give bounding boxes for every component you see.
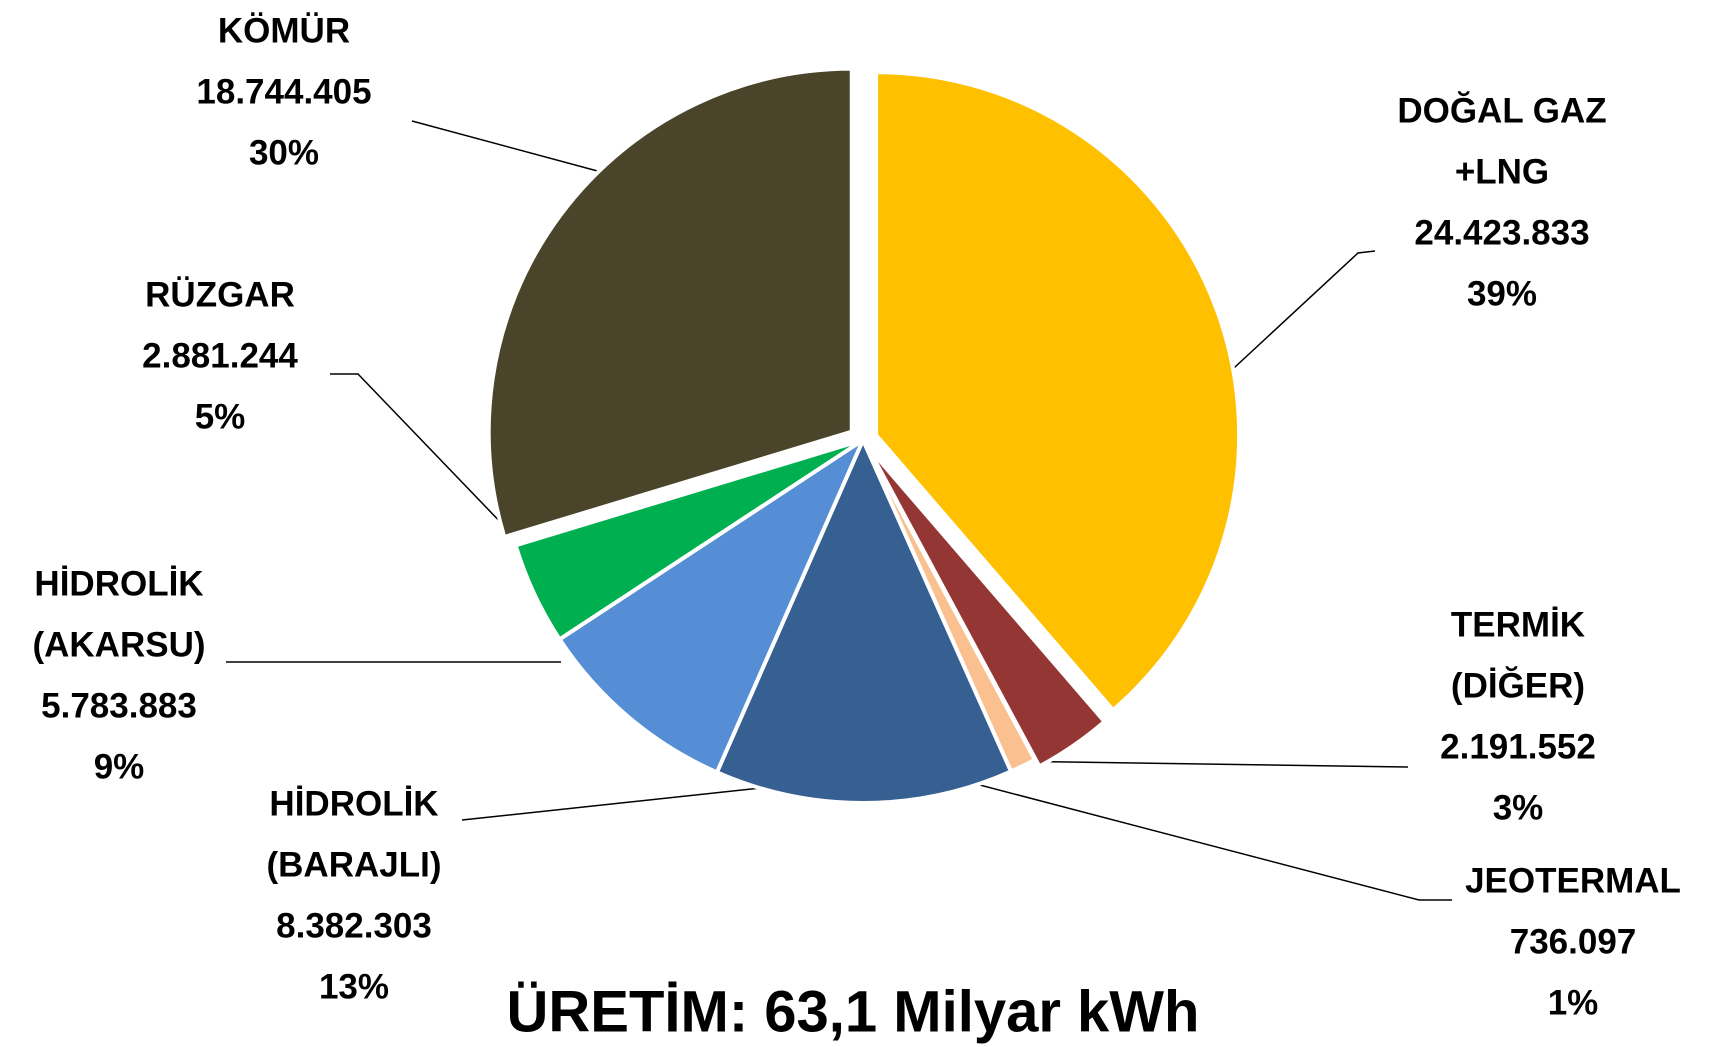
category-label: (BARAJLI) [267, 845, 442, 884]
category-label: (AKARSU) [32, 625, 205, 664]
pie-slice [486, 66, 854, 540]
value-label: 8.382.303 [276, 906, 432, 945]
percent-label: 13% [319, 967, 389, 1006]
category-label: HİDROLİK [34, 564, 203, 603]
leader-line [411, 120, 617, 177]
leader-line [994, 760, 1409, 768]
percent-label: 9% [94, 747, 145, 786]
pie-slice [865, 445, 1108, 770]
value-label: 2.881.244 [142, 336, 298, 375]
percent-label: 5% [195, 397, 246, 436]
labels: DOĞAL GAZ +LNG 24.423.833 39% TERMİK (DİĞER) 2… [32, 11, 1680, 1022]
leader-line [956, 778, 1452, 901]
value-label: 18.744.405 [196, 72, 371, 111]
category-label: RÜZGAR [145, 275, 295, 314]
percent-label: 3% [1493, 788, 1544, 827]
leader-lines [226, 120, 1452, 901]
leader-line [330, 373, 509, 531]
category-label: JEOTERMAL [1465, 861, 1681, 900]
category-label: KÖMÜR [218, 11, 350, 50]
percent-label: 39% [1467, 274, 1537, 313]
category-label: HİDROLİK [269, 784, 438, 823]
pie-slice [513, 438, 865, 643]
category-label: TERMİK [1451, 605, 1585, 644]
value-label: 2.191.552 [1440, 727, 1596, 766]
pie [486, 66, 1242, 805]
percent-label: 1% [1548, 983, 1599, 1022]
pie-slice [556, 434, 868, 775]
value-label: 5.783.883 [41, 686, 197, 725]
value-label: 736.097 [1510, 922, 1637, 961]
leader-line [1220, 250, 1376, 381]
percent-label: 30% [249, 133, 319, 172]
leader-line [461, 786, 771, 821]
pie-slice [714, 435, 1014, 805]
category-label: DOĞAL GAZ [1397, 90, 1606, 130]
pie-slice [874, 70, 1242, 713]
value-label: 24.423.833 [1414, 213, 1589, 252]
category-label: (DİĞER) [1451, 665, 1585, 705]
chart-title: ÜRETİM: 63,1 Milyar kWh [507, 979, 1200, 1044]
category-label: +LNG [1455, 152, 1549, 191]
